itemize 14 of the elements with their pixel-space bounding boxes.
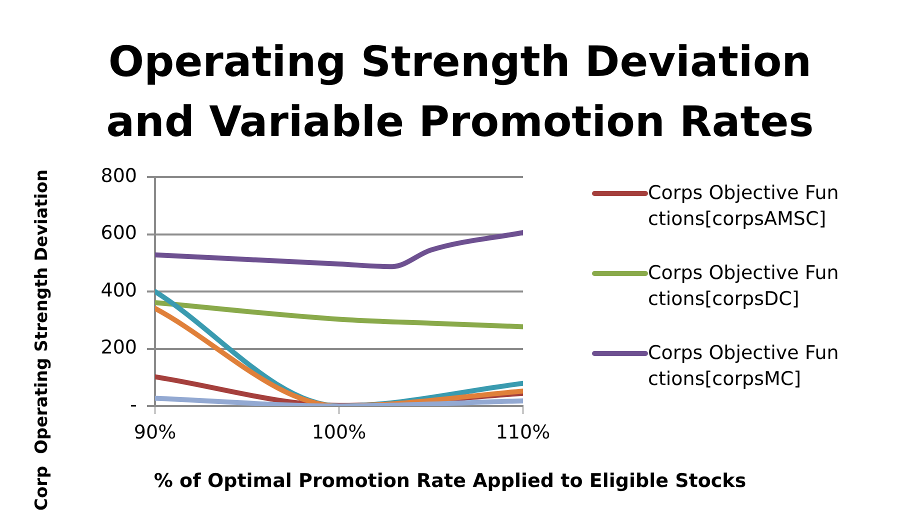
chart-title: Operating Strength Deviation and Variable Promotion Rates	[105, 36, 815, 148]
legend-label: Corps Objective Functions[corpsMC]	[648, 341, 840, 392]
y-tick-label: 400	[100, 279, 137, 302]
x-tick-label: 100%	[312, 421, 366, 444]
y-tick-label: 800	[100, 164, 137, 187]
x-axis-title: % of Optimal Promotion Rate Applied to Eligible Stocks	[152, 470, 748, 492]
x-tick-label: 90%	[134, 421, 176, 444]
y-tick-label: 600	[100, 222, 137, 244]
y-axis-title: Corp Operating Strength Deviation	[32, 169, 52, 511]
legend-label: Corps Objective Functions[corpsAMSC]	[648, 181, 840, 232]
y-tick-label: -	[130, 394, 137, 416]
x-tick-label: 110%	[496, 421, 550, 444]
y-tick-label: 200	[100, 336, 137, 359]
legend-label: Corps Objective Functions[corpsDC]	[648, 261, 840, 312]
